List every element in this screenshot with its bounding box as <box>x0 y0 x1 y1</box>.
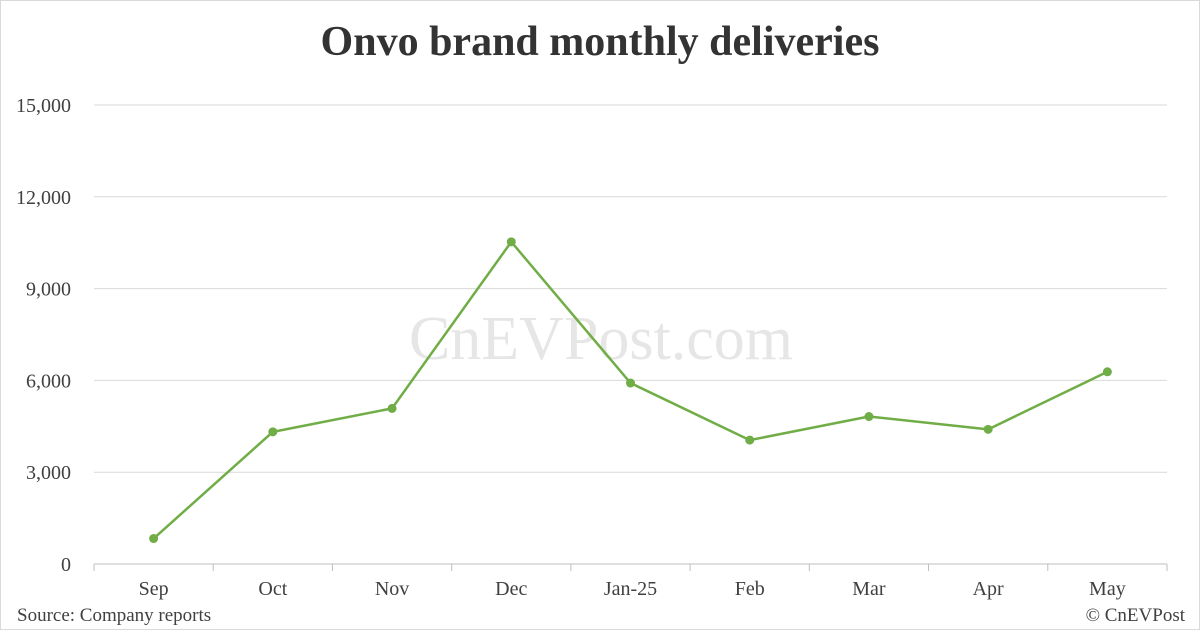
series-line <box>152 240 1108 540</box>
x-axis-ticks: Sep Oct Nov Dec Jan-25 Feb Mar Apr May <box>93 564 1168 600</box>
data-point <box>864 412 874 422</box>
series-layer <box>149 237 1112 544</box>
y-tick-label: 12,000 <box>16 187 71 209</box>
data-point <box>387 403 397 413</box>
y-tick-label: 0 <box>61 554 71 576</box>
x-tick-label: Apr <box>973 578 1004 600</box>
x-tick-label: May <box>1089 578 1126 600</box>
copyright-note: © CnEVPost <box>1086 605 1186 626</box>
data-point <box>506 237 516 247</box>
data-point <box>983 424 993 434</box>
y-axis-ticks: 0 3,000 6,000 9,000 12,000 15,000 <box>16 95 71 576</box>
watermark: CnEVPost.com <box>409 305 793 373</box>
x-tick-label: Sep <box>139 578 169 600</box>
y-tick-label: 15,000 <box>16 95 71 117</box>
data-point <box>1102 367 1112 377</box>
y-tick-label: 9,000 <box>26 279 71 301</box>
x-tick-label: Oct <box>258 578 287 600</box>
x-tick-label: Mar <box>852 578 886 600</box>
y-tick-label: 3,000 <box>26 462 71 484</box>
x-tick-label: Jan-25 <box>604 578 657 600</box>
data-point <box>149 534 159 544</box>
source-note: Source: Company reports <box>17 605 211 626</box>
x-tick-label: Nov <box>375 578 409 600</box>
data-point <box>626 378 635 388</box>
data-point <box>268 427 278 437</box>
x-tick-label: Feb <box>735 578 765 600</box>
data-point <box>745 435 755 445</box>
y-tick-label: 6,000 <box>26 370 71 392</box>
chart-title: Onvo brand monthly deliveries <box>321 19 880 65</box>
x-tick-label: Dec <box>495 578 527 600</box>
